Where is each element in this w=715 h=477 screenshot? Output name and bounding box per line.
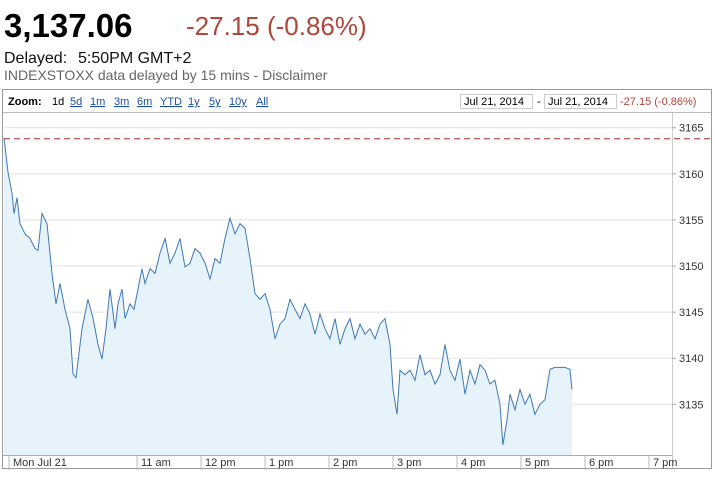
price: 3,137.06	[4, 7, 132, 44]
date-box[interactable]	[544, 94, 617, 109]
x-tick-label: 4 pm	[461, 457, 485, 469]
x-tick-label: Mon Jul 21	[13, 457, 67, 469]
y-tick-label: 3145	[679, 307, 703, 319]
date-to[interactable]: Jul 21, 2014	[548, 96, 608, 108]
x-tick-label: 12 pm	[205, 457, 236, 469]
zoom-option[interactable]: 3m	[114, 96, 129, 108]
y-tick-label: 3135	[679, 399, 703, 411]
zoom-option[interactable]: 5d	[70, 96, 82, 108]
source-note[interactable]: INDEXSTOXX data delayed by 15 mins - Dis…	[4, 67, 328, 83]
zoom-label: Zoom:	[8, 96, 42, 108]
date-separator: -	[537, 96, 541, 108]
x-tick-label: 7 pm	[653, 457, 677, 469]
area-fill	[4, 137, 572, 455]
price-change: -27.15 (-0.86%)	[186, 11, 367, 41]
delayed-label: Delayed:	[4, 50, 67, 67]
x-tick-label: 1 pm	[269, 457, 293, 469]
zoom-option: 1d	[52, 96, 64, 108]
zoom-option[interactable]: 10y	[229, 96, 247, 108]
x-tick-label: 5 pm	[525, 457, 549, 469]
date-from[interactable]: Jul 21, 2014	[464, 96, 524, 108]
x-tick-label: 3 pm	[397, 457, 421, 469]
zoom-options: 1d 5d 1m 3m 6m YTD 1y 5y 10y All	[52, 96, 268, 108]
zoom-option[interactable]: All	[256, 96, 268, 108]
zoom-option[interactable]: 1m	[90, 96, 105, 108]
x-tick-label: 11 am	[141, 457, 171, 469]
delayed-time: 5:50PM GMT+2	[78, 50, 191, 67]
range-change: -27.15 (-0.86%)	[620, 96, 696, 108]
plot: 3135 3140 3145 3150 3155 3160 3165 Mon Jul 21 11…	[3, 123, 712, 470]
zoom-option[interactable]: 5y	[209, 96, 221, 108]
x-tick-label: 2 pm	[333, 457, 357, 469]
y-tick-label: 3140	[679, 353, 703, 365]
zoom-option[interactable]: 1y	[188, 96, 200, 108]
date-box[interactable]	[460, 94, 533, 109]
price-line	[3, 137, 573, 445]
y-tick-label: 3155	[679, 215, 703, 227]
x-tick-label: 6 pm	[589, 457, 613, 469]
zoom-option[interactable]: 6m	[137, 96, 152, 108]
y-tick-label: 3150	[679, 261, 703, 273]
y-tick-label: 3165	[679, 123, 703, 135]
zoom-option[interactable]: YTD	[160, 96, 182, 108]
y-tick-label: 3160	[679, 169, 703, 181]
